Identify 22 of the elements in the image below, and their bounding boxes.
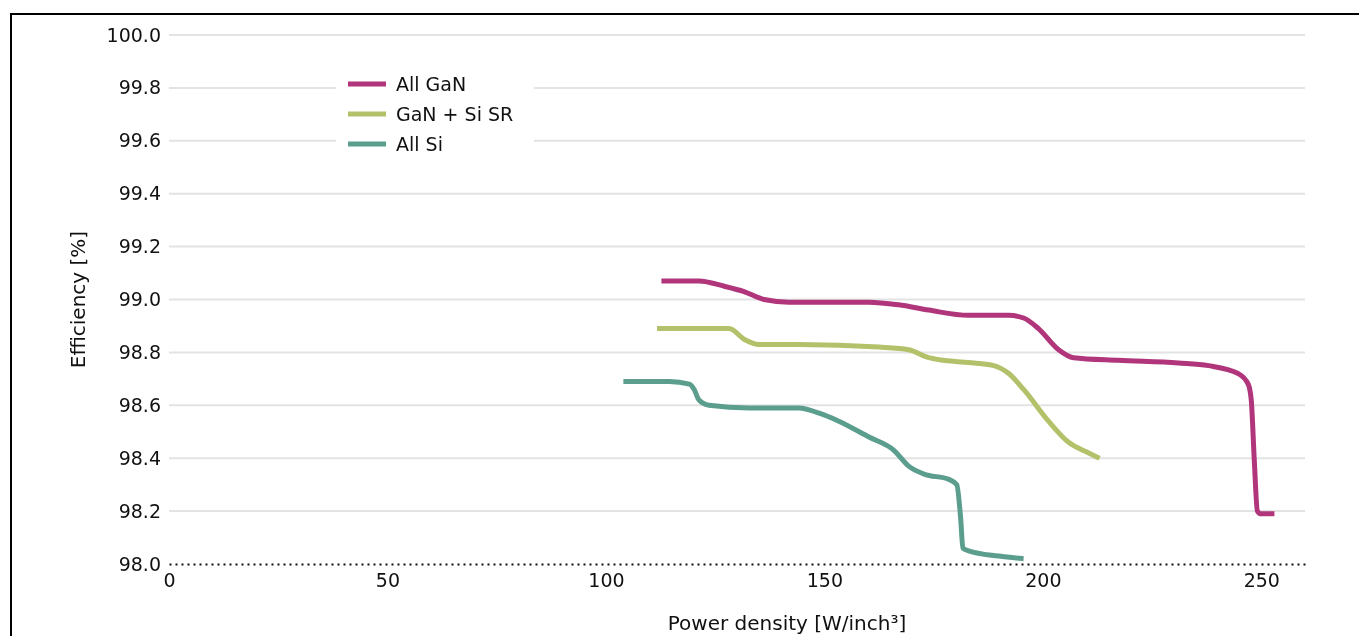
legend-label: All Si xyxy=(396,133,443,155)
y-tick-label: 98.6 xyxy=(118,393,161,416)
y-tick-label: 100.0 xyxy=(106,23,161,46)
x-tick-label: 200 xyxy=(1025,569,1062,592)
x-tick-label: 250 xyxy=(1243,569,1280,592)
legend-label: GaN + Si SR xyxy=(396,103,514,125)
y-tick-label: 99.0 xyxy=(118,288,161,311)
y-tick-label: 99.4 xyxy=(118,182,161,205)
y-tick-label: 99.8 xyxy=(118,76,161,99)
y-tick-label: 98.8 xyxy=(118,340,161,363)
legend-label: All GaN xyxy=(396,73,467,95)
y-tick-label: 99.2 xyxy=(118,235,161,258)
y-tick-label: 98.4 xyxy=(118,446,161,469)
x-tick-label: 0 xyxy=(163,569,176,592)
y-tick-label: 98.2 xyxy=(118,499,161,522)
x-axis-title: Power density [W/inch³] xyxy=(667,611,907,635)
x-tick-label: 150 xyxy=(806,569,844,592)
y-tick-label: 98.0 xyxy=(118,552,161,575)
x-tick-label: 100 xyxy=(588,569,625,592)
y-tick-label: 99.6 xyxy=(118,129,161,152)
x-tick-label: 50 xyxy=(375,569,401,592)
y-axis-title: Efficiency [%] xyxy=(66,230,90,369)
